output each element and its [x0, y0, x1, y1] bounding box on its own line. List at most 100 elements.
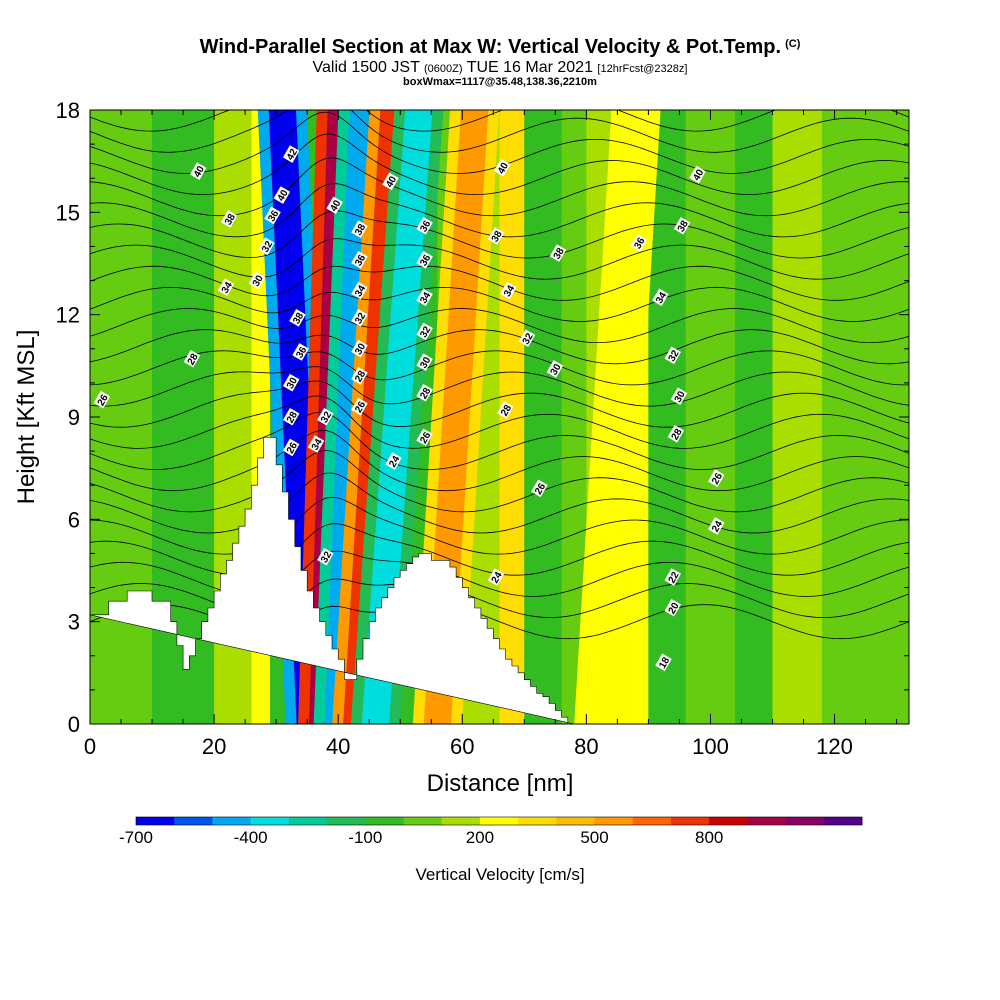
colorbar-swatch	[747, 817, 786, 825]
theta-label: 38	[549, 244, 567, 262]
theta-label-text: 32	[667, 348, 682, 364]
theta-label: 32	[317, 547, 334, 566]
theta-label-text: 40	[276, 188, 291, 204]
theta-label: 26	[351, 397, 369, 416]
theta-label: 32	[258, 237, 275, 255]
theta-label-text: 36	[418, 219, 433, 235]
theta-label: 40	[326, 196, 344, 215]
theta-label: 32	[351, 309, 369, 327]
background-stripe	[735, 110, 773, 724]
terrain-mask	[90, 437, 575, 724]
terrain	[90, 437, 575, 724]
theta-label-box	[416, 251, 433, 269]
theta-label-text: 36	[353, 253, 368, 269]
colorbar: -700 -400 -100 200 500 800	[119, 816, 863, 847]
theta-label-box	[416, 384, 433, 402]
theta-label-box	[664, 346, 682, 365]
x-tick-label: 120	[816, 734, 853, 759]
theta-label: 36	[416, 216, 434, 235]
theta-label-text: 28	[499, 403, 514, 419]
theta-label: 34	[307, 435, 325, 453]
theta-label-box	[416, 288, 433, 307]
theta-label: 34	[416, 288, 434, 307]
background-stripe	[822, 110, 909, 724]
theta-label-text: 22	[667, 570, 682, 586]
theta-contour-line	[90, 366, 909, 407]
theta-label-box	[93, 390, 111, 409]
theta-label-text: 20	[667, 601, 682, 617]
theta-label-text: 24	[387, 454, 402, 470]
theta-label: 32	[664, 346, 682, 365]
theta-label-box	[282, 373, 300, 392]
theta-label-box	[351, 251, 368, 269]
theta-contour-line	[90, 449, 909, 513]
theta-label: 26	[708, 469, 725, 487]
theta-label: 38	[673, 216, 691, 235]
colorbar-tick-label: 500	[580, 828, 608, 847]
theta-label: 30	[670, 387, 688, 406]
theta-label: 30	[282, 373, 300, 392]
theta-label-text: 34	[654, 290, 669, 306]
theta-label-box	[416, 428, 433, 447]
theta-label-text: 32	[319, 549, 334, 565]
theta-label: 36	[351, 251, 369, 269]
theta-label-text: 40	[384, 174, 399, 190]
title-text: Wind-Parallel Section at Max W: Vertical…	[199, 36, 782, 58]
theta-label: 40	[689, 165, 707, 184]
theta-label: 24	[385, 452, 403, 470]
theta-contour-line	[90, 133, 909, 196]
theta-label: 38	[487, 227, 505, 245]
theta-label-text: 38	[552, 246, 567, 262]
theta-label-box	[670, 387, 688, 406]
theta-label: 26	[416, 428, 434, 447]
x-tick-label: 100	[692, 734, 729, 759]
theta-label-text: 26	[418, 430, 433, 446]
colorbar-swatch	[441, 817, 481, 825]
theta-contour-line	[90, 329, 909, 365]
theta-label-box	[289, 309, 306, 327]
theta-contour-line	[90, 429, 909, 492]
theta-label-box	[487, 568, 505, 586]
theta-label-text: 26	[533, 481, 548, 497]
theta-label-box	[493, 158, 511, 177]
theta-label: 32	[416, 322, 434, 341]
theta-label-box	[317, 407, 334, 426]
theta-contour-line	[90, 380, 909, 428]
theta-label-box	[531, 479, 548, 498]
theta-label-text: 40	[192, 164, 207, 180]
theta-label-text: 34	[353, 283, 368, 299]
theta-contour-line	[90, 308, 909, 344]
colorbar-tick-label: -700	[119, 828, 153, 847]
theta-label-text: 40	[691, 167, 706, 183]
theta-label-text: 28	[186, 352, 201, 368]
theta-contour-line	[90, 350, 909, 386]
theta-label: 38	[351, 220, 369, 238]
theta-label-text: 32	[319, 410, 334, 426]
theta-label-text: 36	[418, 253, 433, 269]
colorbar-swatch	[365, 817, 404, 825]
theta-label: 18	[655, 653, 673, 672]
background-stripe	[524, 110, 562, 724]
theta-label-text: 38	[291, 311, 306, 327]
theta-label-text: 36	[632, 236, 647, 252]
background-stripe	[648, 110, 686, 724]
x-axis-label: Distance [nm]	[427, 770, 574, 797]
theta-label-text: 28	[353, 369, 368, 385]
theta-label: 26	[93, 390, 111, 409]
theta-contours	[90, 0, 909, 640]
theta-label: 40	[273, 186, 291, 204]
theta-label-text: 32	[418, 324, 433, 340]
theta-contour-line	[90, 0, 909, 25]
colorbar-swatch	[632, 817, 672, 825]
colorbar-swatch	[594, 817, 634, 825]
theta-contour-line	[124, 110, 689, 111]
y-tick-label: 6	[68, 507, 80, 532]
theta-label-box	[317, 547, 334, 566]
theta-label-text: 36	[266, 208, 281, 224]
background-stripe	[499, 110, 525, 724]
theta-label-box	[416, 322, 433, 341]
valid-date: TUE 16 Mar 2021	[466, 59, 593, 76]
